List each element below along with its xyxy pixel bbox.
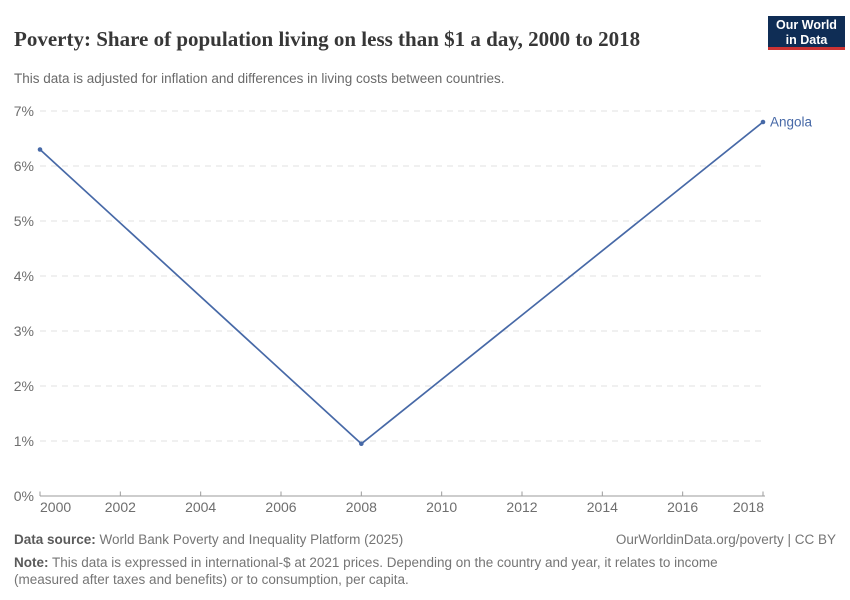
x-tick-label: 2008 [346, 499, 377, 515]
chart-footer: Data source: World Bank Poverty and Ineq… [14, 531, 836, 588]
y-tick-label: 7% [14, 103, 34, 119]
x-tick-label: 2014 [587, 499, 618, 515]
y-tick-label: 0% [14, 488, 34, 504]
page-title: Poverty: Share of population living on l… [14, 27, 641, 52]
x-tick-label: 2006 [265, 499, 296, 515]
y-tick-label: 1% [14, 433, 34, 449]
data-source: Data source: World Bank Poverty and Ineq… [14, 531, 403, 548]
owid-logo-line1: Our World [776, 18, 837, 32]
series-end-label[interactable]: Angola [770, 115, 813, 130]
series-line-angola[interactable] [39, 121, 764, 445]
line-chart[interactable]: 0% 1% 2% 3% 4% 5% 6% 7% 2000 2002 2004 2006 2008 2010… [0, 0, 850, 528]
owid-logo-line2: in Data [785, 32, 828, 47]
page-subtitle: This data is adjusted for inflation and … [14, 71, 505, 86]
note-value: This data is expressed in international-… [14, 555, 718, 587]
y-tick-label: 2% [14, 378, 34, 394]
rights-link[interactable]: OurWorldinData.org/poverty | CC BY [615, 532, 836, 547]
note-label: Note: [14, 555, 49, 570]
data-source-label: Data source: [14, 532, 96, 547]
data-point[interactable] [359, 441, 364, 447]
data-point[interactable] [37, 147, 43, 152]
x-tick-label: 2010 [426, 499, 457, 515]
x-tick-label: 2002 [105, 499, 136, 515]
y-tick-label: 6% [14, 158, 34, 174]
data-point[interactable] [760, 119, 766, 125]
data-source-value: World Bank Poverty and Inequality Platfo… [95, 532, 404, 547]
x-tick-label: 2012 [506, 499, 537, 515]
x-tick-label: 2016 [667, 499, 698, 515]
y-tick-label: 4% [14, 268, 34, 284]
y-tick-label: 3% [14, 323, 34, 339]
owid-logo: Our World in Data [768, 16, 845, 50]
x-tick-label: 2000 [40, 499, 71, 515]
x-tick-label: 2018 [733, 499, 764, 515]
y-tick-label: 5% [14, 213, 34, 229]
x-tick-label: 2004 [185, 499, 216, 515]
